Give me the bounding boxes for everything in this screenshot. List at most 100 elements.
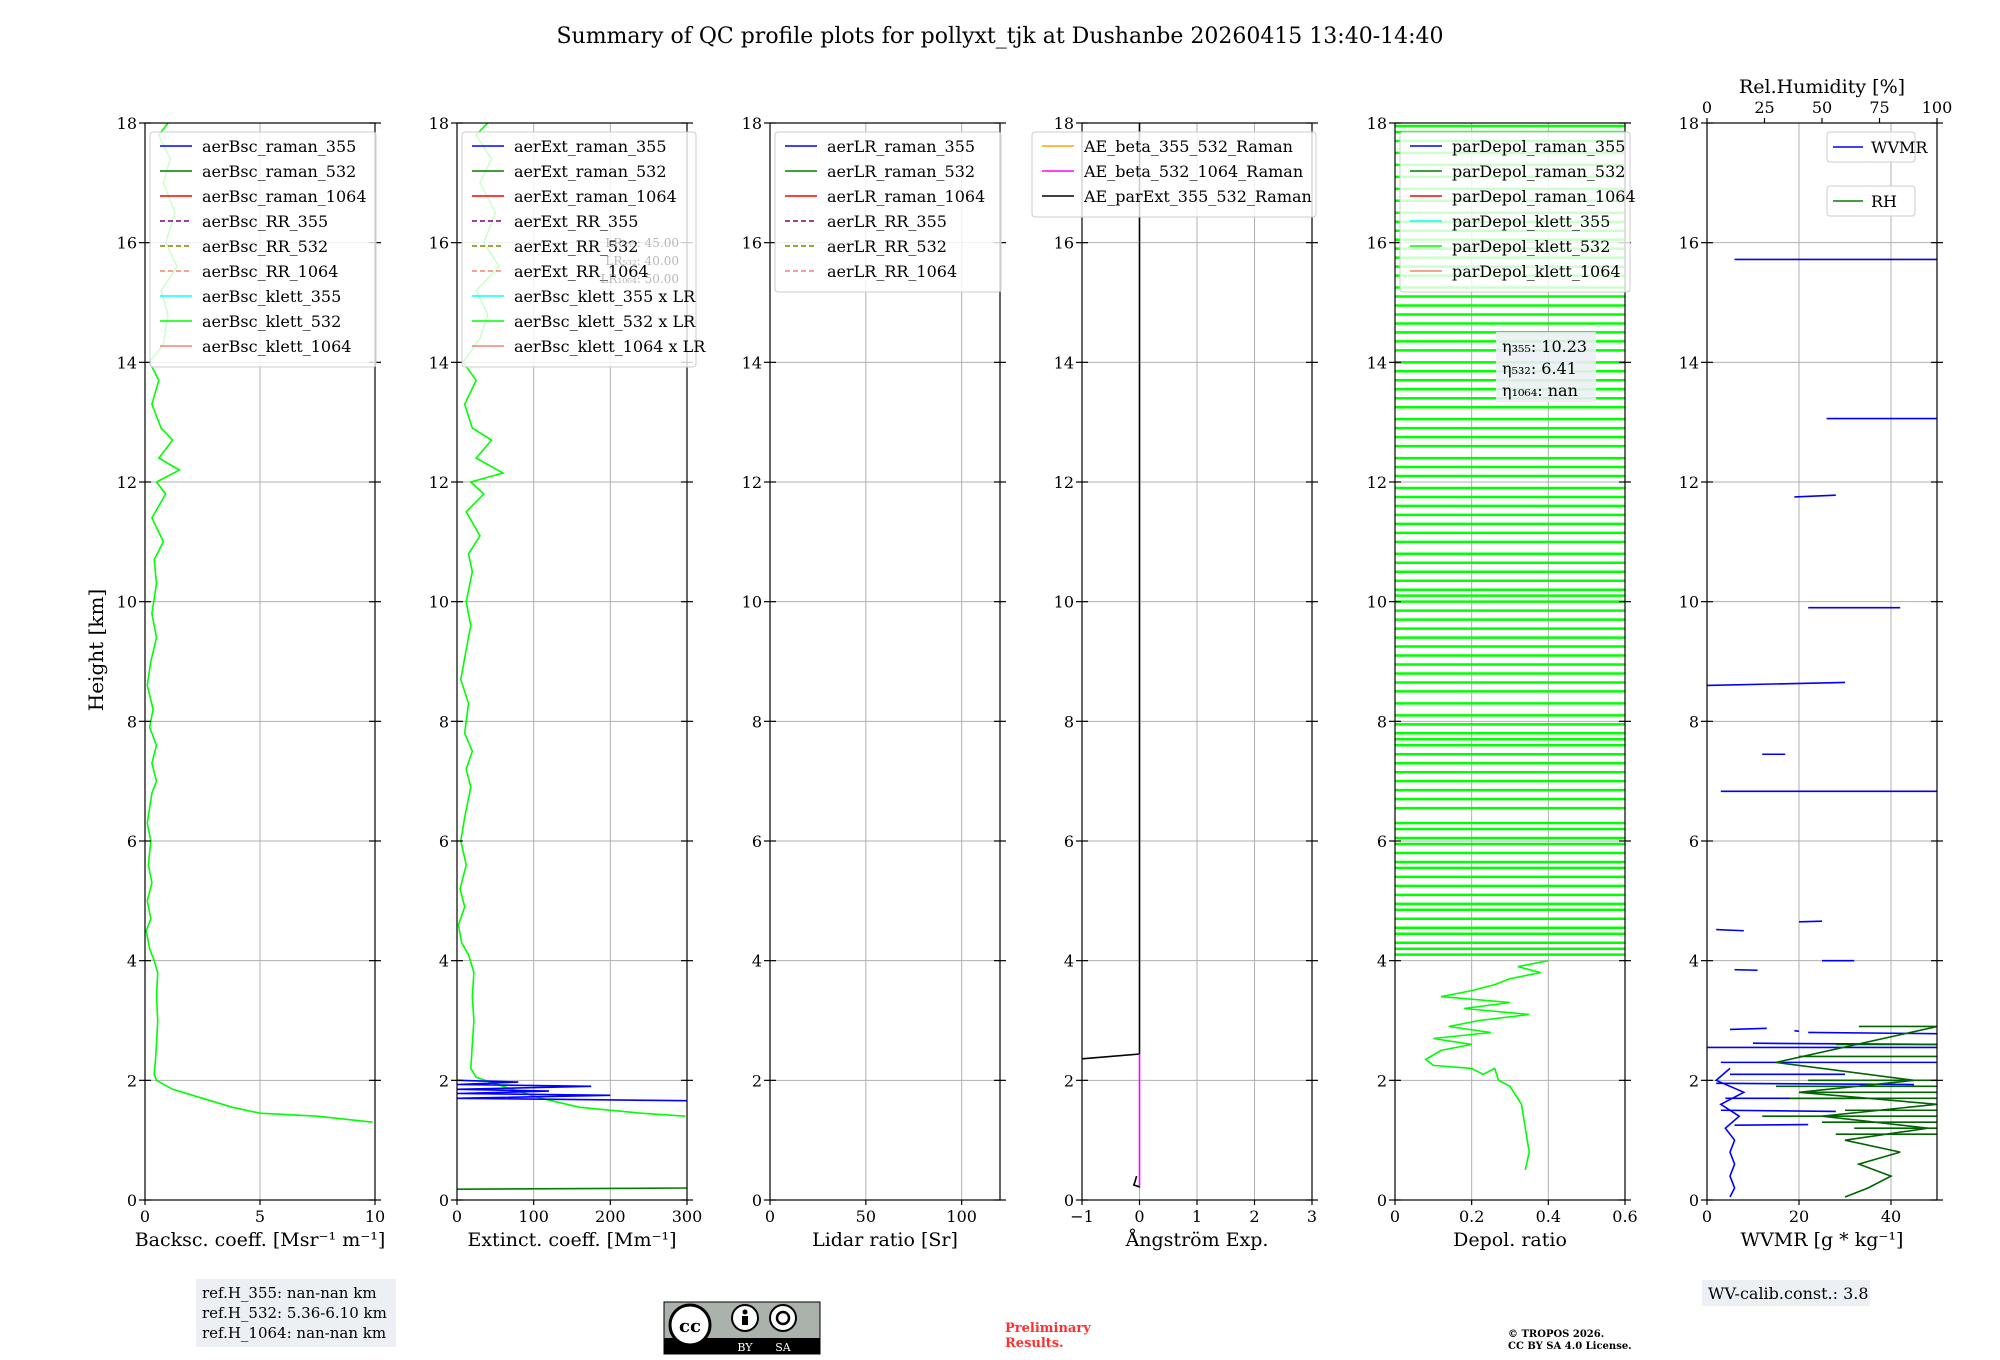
y-tick-label: 0 bbox=[127, 1191, 137, 1210]
y-tick-label: 10 bbox=[1367, 593, 1387, 612]
wvmr-segment bbox=[1734, 1123, 1809, 1127]
y-tick-label: 4 bbox=[1689, 952, 1699, 971]
legend-label: aerLR_raman_532 bbox=[827, 162, 975, 181]
series-aerExt_raman_355 bbox=[457, 1079, 687, 1102]
x-tick-label: 0 bbox=[140, 1207, 150, 1226]
x-axis-label: Lidar ratio [Sr] bbox=[812, 1229, 958, 1251]
x-tick-label: 0 bbox=[765, 1207, 775, 1226]
x-tick-label: 300 bbox=[672, 1207, 703, 1226]
wvmr-segment bbox=[1734, 968, 1758, 972]
y-tick-label: 14 bbox=[1679, 353, 1699, 372]
legend-label: aerBsc_klett_1064 x LR bbox=[514, 337, 706, 356]
ref-height-532: ref.H_532: 5.36-6.10 km bbox=[202, 1304, 387, 1322]
wvmr-segment bbox=[1808, 1031, 1937, 1035]
x-axis-label: Ångström Exp. bbox=[1125, 1229, 1269, 1251]
x-tick-label: 200 bbox=[595, 1207, 626, 1226]
y-tick-label: 8 bbox=[1377, 712, 1387, 731]
legend-label: aerLR_raman_355 bbox=[827, 137, 975, 156]
panel-lr: 0 2 4 6 8 10 12 14 16 18 0 50 100 Lidar ratio [Sr] aer… bbox=[742, 114, 1006, 1251]
x-tick-label: 0 bbox=[1702, 1207, 1712, 1226]
cc-icon bbox=[668, 1303, 712, 1347]
legend-label: aerBsc_raman_1064 bbox=[202, 187, 367, 206]
x-axis-label: WVMR [g * kg⁻¹] bbox=[1741, 1229, 1904, 1251]
y-tick-label: 10 bbox=[429, 593, 449, 612]
plot-area-wv bbox=[1707, 258, 1937, 1198]
y-tick-label: 2 bbox=[752, 1071, 762, 1090]
copyright-text: © TROPOS 2026. bbox=[1508, 1329, 1604, 1340]
lidar-ratio-annotation: LR₃₅₅: 45.00 bbox=[605, 236, 679, 250]
y-tick-label: 8 bbox=[127, 712, 137, 731]
y-tick-label: 6 bbox=[1064, 832, 1074, 851]
y-tick-label: 0 bbox=[752, 1191, 762, 1210]
y-tick-label: 2 bbox=[127, 1071, 137, 1090]
y-tick-label: 4 bbox=[439, 952, 449, 971]
legend-label: aerBsc_klett_532 bbox=[202, 312, 341, 331]
x-tick-label: 0 bbox=[452, 1207, 462, 1226]
legend-label: parDepol_klett_355 bbox=[1452, 212, 1610, 231]
y-tick-label: 0 bbox=[1377, 1191, 1387, 1210]
wvmr-segment bbox=[1716, 928, 1744, 932]
cc-license-badge: cc BY SA bbox=[663, 1301, 821, 1355]
y-tick-label: 2 bbox=[1064, 1071, 1074, 1090]
ref-height-1064: ref.H_1064: nan-nan km bbox=[202, 1324, 386, 1342]
axes-frame bbox=[456, 122, 688, 1201]
y-tick-label: 10 bbox=[1679, 593, 1699, 612]
by-label: BY bbox=[737, 1341, 753, 1354]
y-tick-label: 18 bbox=[429, 114, 449, 133]
y-tick-label: 16 bbox=[1679, 234, 1699, 253]
eta-box bbox=[1496, 332, 1596, 402]
legend-label: aerLR_raman_1064 bbox=[827, 187, 985, 206]
sa-label: SA bbox=[775, 1341, 792, 1354]
series-AE_parExt_355_532_Raman_low bbox=[1132, 1175, 1140, 1188]
wv-calib-box bbox=[1702, 1280, 1870, 1306]
legend-label: aerBsc_RR_1064 bbox=[202, 262, 338, 281]
x-tick-label: 0.4 bbox=[1536, 1207, 1561, 1226]
license-text: CC BY SA 4.0 License. bbox=[1508, 1341, 1632, 1352]
panel-ext: 0 2 4 6 8 10 12 14 16 18 0 100 200 300 Extinct. coeff.… bbox=[429, 114, 707, 1251]
y-tick-label: 10 bbox=[1054, 593, 1074, 612]
top-x-tick-label: 50 bbox=[1812, 98, 1832, 117]
y-tick-label: 4 bbox=[1377, 952, 1387, 971]
lidar-ratio-annotation: LR₁₀₆₄: 50.00 bbox=[601, 272, 679, 286]
top-x-tick-label: 25 bbox=[1754, 98, 1774, 117]
axes-frame bbox=[1394, 122, 1626, 1201]
y-tick-label: 2 bbox=[439, 1071, 449, 1090]
series-aerExt_raman_532 bbox=[457, 1187, 687, 1190]
y-tick-label: 0 bbox=[1064, 1191, 1074, 1210]
preliminary-text: Preliminary bbox=[1005, 1321, 1091, 1336]
legend-box bbox=[774, 131, 1002, 293]
y-tick-label: 12 bbox=[117, 473, 137, 492]
series-AE_parExt_355_532_Raman bbox=[1082, 123, 1141, 1060]
panel-bsc: 0 2 4 6 8 10 12 14 16 18 0 5 10 Backsc. coeff. [Msr⁻¹… bbox=[117, 114, 386, 1251]
series-parDepol_klett_532 bbox=[1424, 959, 1549, 1171]
legend-box bbox=[1826, 131, 1916, 163]
y-tick-label: 16 bbox=[1367, 234, 1387, 253]
legend-label: WVMR bbox=[1871, 138, 1928, 157]
y-tick-label: 14 bbox=[1367, 353, 1387, 372]
legend-label: parDepol_raman_1064 bbox=[1452, 187, 1636, 206]
x-tick-label: 40 bbox=[1881, 1207, 1901, 1226]
y-tick-label: 4 bbox=[1064, 952, 1074, 971]
x-tick-label: 0.6 bbox=[1612, 1207, 1637, 1226]
y-tick-label: 18 bbox=[1679, 114, 1699, 133]
y-tick-label: 12 bbox=[742, 473, 762, 492]
y-tick-label: 16 bbox=[742, 234, 762, 253]
series-WVMR bbox=[1714, 1067, 1746, 1198]
legend-label: parDepol_raman_355 bbox=[1452, 137, 1625, 156]
y-tick-label: 16 bbox=[117, 234, 137, 253]
legend-label: aerLR_RR_532 bbox=[827, 237, 947, 256]
x-tick-label: 100 bbox=[518, 1207, 549, 1226]
x-tick-label: 0 bbox=[1390, 1207, 1400, 1226]
y-tick-label: 18 bbox=[1054, 114, 1074, 133]
legend-label: RH bbox=[1871, 192, 1897, 211]
legend-label: aerBsc_raman_532 bbox=[202, 162, 356, 181]
top-x-tick-label: 75 bbox=[1869, 98, 1889, 117]
legend-label: aerLR_RR_355 bbox=[827, 212, 947, 231]
y-tick-label: 6 bbox=[127, 832, 137, 851]
figure-title: Summary of QC profile plots for pollyxt_… bbox=[556, 24, 1443, 49]
y-tick-label: 18 bbox=[742, 114, 762, 133]
x-tick-label: 50 bbox=[856, 1207, 876, 1226]
plot-area-ae bbox=[1082, 123, 1141, 1188]
y-tick-label: 14 bbox=[742, 353, 762, 372]
